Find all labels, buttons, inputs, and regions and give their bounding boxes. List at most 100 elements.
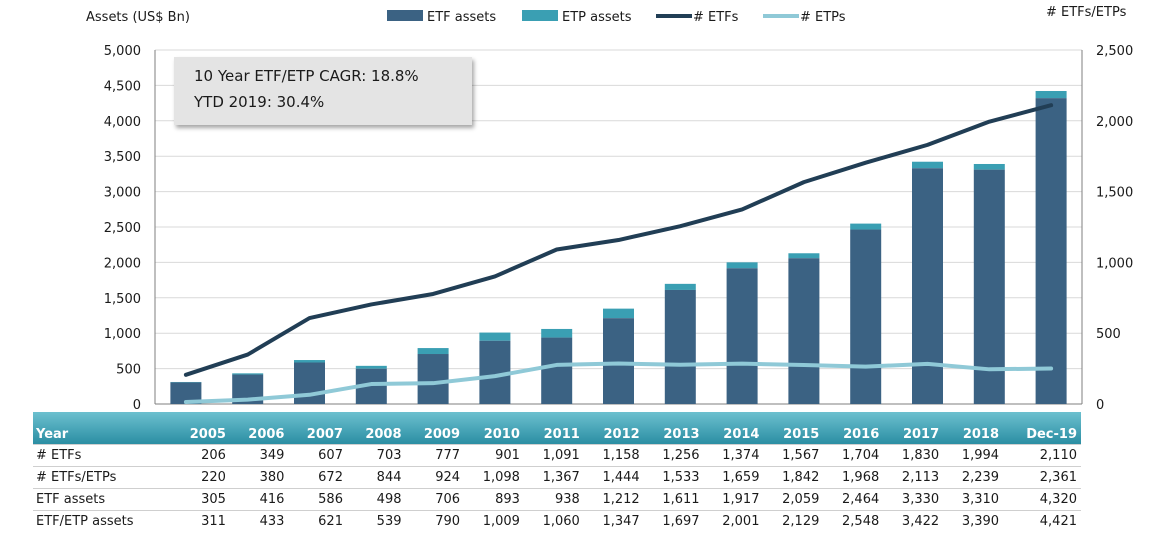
table-cell: 901: [464, 444, 524, 467]
etf-assets-bar: [788, 258, 820, 404]
table-cell: 1,091: [523, 444, 584, 467]
table-cell: 706: [405, 488, 465, 511]
etp-assets-bar: [355, 365, 387, 369]
table-cell: 1,830: [883, 444, 944, 467]
table-cell: 2,129: [763, 510, 824, 532]
table-row: ETF/ETP assets 311 433 621 539 790 1,009 1,060 1…: [33, 510, 1081, 532]
table-header-year: 2008: [346, 412, 406, 445]
left-tick-label: 1,000: [104, 327, 141, 342]
legend-swatch: [387, 10, 423, 21]
etp-assets-bar: [603, 308, 634, 319]
etp-assets-bar: [850, 223, 882, 230]
table-header-year: 2015: [763, 412, 824, 445]
etp-assets-bar: [479, 332, 511, 341]
etp-assets-bar: [912, 161, 943, 169]
table-cell: 1,158: [583, 444, 644, 467]
etf-assets-bar: [973, 169, 1005, 404]
etp-assets-bar: [232, 373, 264, 375]
table-header-year: 2010: [464, 412, 524, 445]
table-header-year: 2016: [823, 412, 884, 445]
etp-assets-bar: [726, 262, 758, 269]
table-cell: 938: [523, 488, 584, 511]
table-cell: 672: [288, 466, 347, 489]
table-cell: 1,533: [643, 466, 704, 489]
table-cell: 1,842: [763, 466, 824, 489]
table-cell: 924: [405, 466, 465, 489]
table-cell: 2,548: [823, 510, 884, 532]
right-tick-label: 1,500: [1096, 186, 1133, 201]
left-axis-ticks: 0 500 1,000 1,500 2,000 2,500 3,000 3,500 4,000 4…: [104, 44, 141, 412]
bars: [170, 90, 1067, 405]
legend: ETF assets ETP assets # ETFs # ETPs: [387, 10, 846, 25]
table-cell: 416: [229, 488, 289, 511]
table-cell: 311: [171, 510, 230, 532]
etf-assets-bar: [417, 354, 449, 404]
table-cell: 433: [229, 510, 289, 532]
table-header-year: 2007: [288, 412, 347, 445]
table-cell: 1,994: [943, 444, 1004, 467]
table-cell: 4,421: [1003, 510, 1081, 532]
table-header-year: 2017: [883, 412, 944, 445]
left-tick-label: 4,000: [104, 115, 141, 130]
table-cell: 3,390: [943, 510, 1004, 532]
table-cell: 703: [346, 444, 406, 467]
table-row: # ETFs 206 349 607 703 777 901 1,091 1,158 1,256 1…: [33, 444, 1081, 467]
table-cell: 2,113: [883, 466, 944, 489]
legend-label: # ETFs: [693, 10, 739, 25]
left-tick-label: 2,000: [104, 256, 141, 271]
table-cell: 621: [288, 510, 347, 532]
table-cell: 1,611: [643, 488, 704, 511]
table-cell: 777: [405, 444, 465, 467]
table-cell: 349: [229, 444, 289, 467]
table-cell: 2,001: [703, 510, 764, 532]
left-tick-label: 500: [116, 363, 141, 378]
table-cell: 2,059: [763, 488, 824, 511]
right-tick-label: 1,000: [1096, 256, 1133, 271]
table-header-year: 2009: [405, 412, 465, 445]
table-cell: 1,444: [583, 466, 644, 489]
table-cell: 305: [171, 488, 230, 511]
table-cell: 2,239: [943, 466, 1004, 489]
left-axis-title: Assets (US$ Bn): [86, 10, 190, 25]
etp-assets-bar: [417, 348, 449, 355]
left-tick-label: 0: [133, 398, 141, 412]
table-cell: 498: [346, 488, 406, 511]
left-tick-label: 3,000: [104, 186, 141, 201]
table-row: ETF assets 305 416 586 498 706 893 938 1,212 1,61…: [33, 488, 1081, 511]
table-header-year: 2013: [643, 412, 704, 445]
etp-assets-bar: [294, 360, 325, 363]
etf-assets-bar: [603, 318, 634, 404]
table-cell: 1,968: [823, 466, 884, 489]
cagr-callout: 10 Year ETF/ETP CAGR: 18.8% YTD 2019: 30…: [174, 57, 472, 125]
table-cell: 607: [288, 444, 347, 467]
etf-assets-bar: [170, 382, 202, 404]
left-tick-label: 5,000: [104, 44, 141, 59]
table-header-year: 2011: [523, 412, 584, 445]
row-label: ETF/ETP assets: [33, 510, 172, 532]
data-table: Year 2005 2006 2007 2008 2009 2010 2011 2012 2013…: [33, 412, 1081, 532]
etf-assets-bar: [294, 362, 325, 404]
table-header-year: Dec-19: [1003, 412, 1081, 445]
etp-assets-bar: [541, 328, 573, 338]
table-cell: 2,361: [1003, 466, 1081, 489]
table-cell: 1,367: [523, 466, 584, 489]
table-cell: 1,917: [703, 488, 764, 511]
assets-chart: 0 500 1,000 1,500 2,000 2,500 3,000 3,500 4,000 4…: [86, 5, 1133, 412]
table-cell: 2,110: [1003, 444, 1081, 467]
table-header-year: 2018: [943, 412, 1004, 445]
right-tick-label: 500: [1096, 327, 1121, 342]
table-cell: 2,464: [823, 488, 884, 511]
table-cell: 539: [346, 510, 406, 532]
etp-assets-bar: [788, 253, 820, 259]
etf-assets-bar: [664, 289, 696, 404]
table-cell: 3,310: [943, 488, 1004, 511]
row-label: # ETFs/ETPs: [33, 466, 172, 489]
table-cell: 1,374: [703, 444, 764, 467]
etp-assets-bar: [1035, 90, 1067, 99]
table-header-year: 2005: [171, 412, 230, 445]
table-header-label: Year: [33, 412, 172, 445]
table-cell: 220: [171, 466, 230, 489]
table-cell: 380: [229, 466, 289, 489]
cagr-annotation: 10 Year ETF/ETP CAGR: 18.8%: [194, 67, 419, 85]
right-axis-title: # ETFs/ETPs: [1046, 5, 1127, 20]
